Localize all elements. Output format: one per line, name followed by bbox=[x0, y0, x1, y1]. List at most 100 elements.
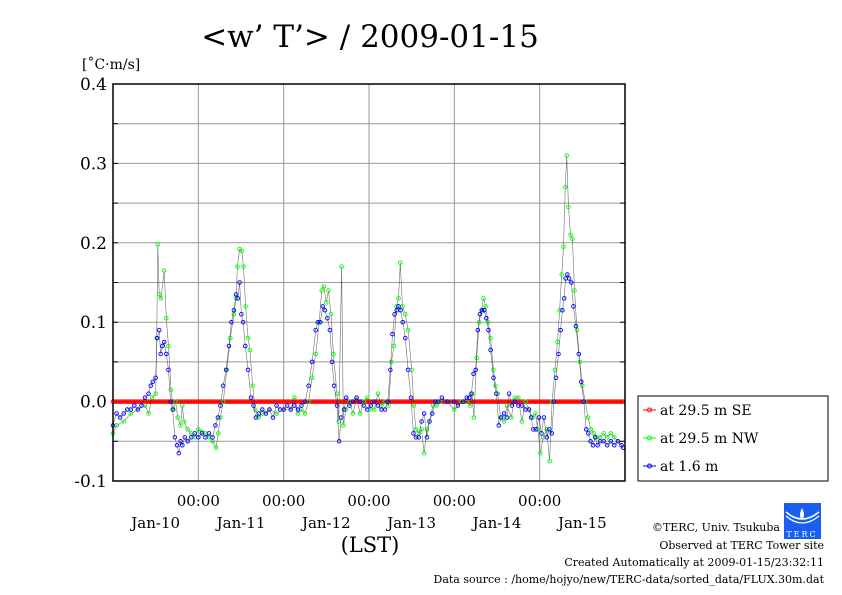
data-point bbox=[561, 244, 566, 250]
created-timestamp: Created Automatically at 2009-01-15/23:3… bbox=[564, 556, 824, 569]
data-point bbox=[553, 375, 559, 381]
data-point bbox=[228, 335, 233, 341]
data-point bbox=[328, 312, 334, 317]
data-point bbox=[491, 367, 496, 373]
data-point bbox=[474, 355, 479, 361]
data-point bbox=[496, 423, 502, 428]
data-point bbox=[220, 383, 226, 388]
data-point bbox=[160, 343, 165, 349]
data-point bbox=[309, 359, 315, 365]
legend-marker bbox=[647, 435, 652, 441]
data-point bbox=[336, 419, 342, 424]
x-axis-label: (LST) bbox=[341, 533, 400, 557]
y-tick-label: 0.4 bbox=[80, 75, 107, 95]
data-point bbox=[566, 204, 571, 210]
data-point bbox=[561, 296, 567, 301]
data-point bbox=[274, 403, 279, 408]
data-point bbox=[444, 399, 450, 404]
data-point bbox=[583, 427, 589, 432]
data-point bbox=[585, 415, 591, 420]
data-point bbox=[569, 280, 574, 285]
data-point bbox=[541, 415, 547, 420]
data-point bbox=[547, 427, 552, 432]
data-point bbox=[320, 304, 326, 309]
data-point bbox=[434, 403, 439, 408]
data-point bbox=[592, 435, 598, 440]
data-point bbox=[229, 319, 234, 325]
data-point bbox=[504, 403, 510, 408]
data-point bbox=[396, 296, 401, 301]
data-point bbox=[247, 347, 253, 353]
data-point bbox=[481, 296, 486, 301]
data-point bbox=[239, 248, 244, 253]
x-tick-label: 00:00 bbox=[262, 492, 305, 510]
data-point bbox=[313, 327, 318, 333]
data-point bbox=[139, 403, 144, 408]
data-point bbox=[488, 335, 493, 341]
data-point bbox=[544, 435, 550, 440]
y-ticks: 0.4 0.3 0.2 0.1 0.0 -0.1 bbox=[74, 75, 107, 492]
legend-label: at 29.5 m SE bbox=[660, 403, 752, 419]
x-day-label: Jan-11 bbox=[215, 514, 266, 532]
data-point bbox=[477, 312, 483, 317]
data-point bbox=[493, 383, 498, 388]
data-point bbox=[150, 379, 156, 385]
data-point bbox=[615, 439, 621, 444]
data-point bbox=[390, 331, 395, 337]
data-point bbox=[357, 399, 363, 404]
data-point bbox=[174, 443, 180, 448]
data-point bbox=[142, 395, 148, 400]
data-point bbox=[161, 339, 167, 345]
data-point bbox=[382, 407, 388, 412]
data-point bbox=[233, 292, 239, 297]
data-point bbox=[563, 184, 568, 190]
data-point bbox=[315, 319, 321, 325]
data-point bbox=[166, 367, 171, 373]
data-point bbox=[483, 304, 488, 309]
data-point bbox=[336, 439, 342, 444]
data-point bbox=[166, 343, 171, 349]
data-point bbox=[158, 296, 164, 301]
data-point bbox=[196, 427, 201, 432]
data-point bbox=[396, 304, 401, 309]
data-point bbox=[241, 264, 246, 269]
data-point bbox=[114, 411, 119, 416]
data-point bbox=[424, 427, 430, 432]
data-point bbox=[175, 415, 180, 420]
x-ticks: 00:00 00:00 00:00 00:00 00:00 Jan-10 Jan-11 Jan… bbox=[129, 492, 606, 532]
data-point bbox=[558, 327, 563, 333]
data-point bbox=[579, 379, 584, 385]
data-point bbox=[253, 415, 259, 420]
data-point bbox=[185, 427, 190, 432]
data-point bbox=[555, 339, 560, 345]
grid bbox=[113, 83, 625, 482]
data-point bbox=[250, 383, 255, 388]
data-point bbox=[389, 359, 394, 365]
data-point bbox=[252, 407, 258, 412]
data-point bbox=[464, 395, 470, 400]
data-point bbox=[388, 367, 393, 373]
data-point bbox=[292, 403, 297, 408]
data-point bbox=[398, 260, 403, 265]
data-point bbox=[235, 264, 240, 269]
data-point bbox=[528, 415, 534, 420]
data-point bbox=[491, 375, 496, 381]
data-point bbox=[284, 403, 290, 408]
data-point bbox=[536, 415, 542, 420]
data-point bbox=[267, 407, 272, 412]
data-point bbox=[213, 445, 219, 450]
data-point bbox=[488, 347, 493, 353]
data-point bbox=[547, 458, 552, 464]
data-point bbox=[146, 411, 151, 416]
legend-marker bbox=[647, 463, 652, 469]
data-point bbox=[533, 411, 538, 416]
data-point bbox=[469, 391, 474, 396]
data-point bbox=[382, 399, 388, 404]
data-point bbox=[568, 232, 573, 238]
terc-logo: TERC bbox=[784, 503, 821, 539]
data-point bbox=[581, 399, 587, 404]
data-point bbox=[421, 411, 427, 416]
data-point bbox=[260, 407, 265, 412]
data-point bbox=[251, 403, 256, 408]
data-point bbox=[506, 391, 512, 396]
